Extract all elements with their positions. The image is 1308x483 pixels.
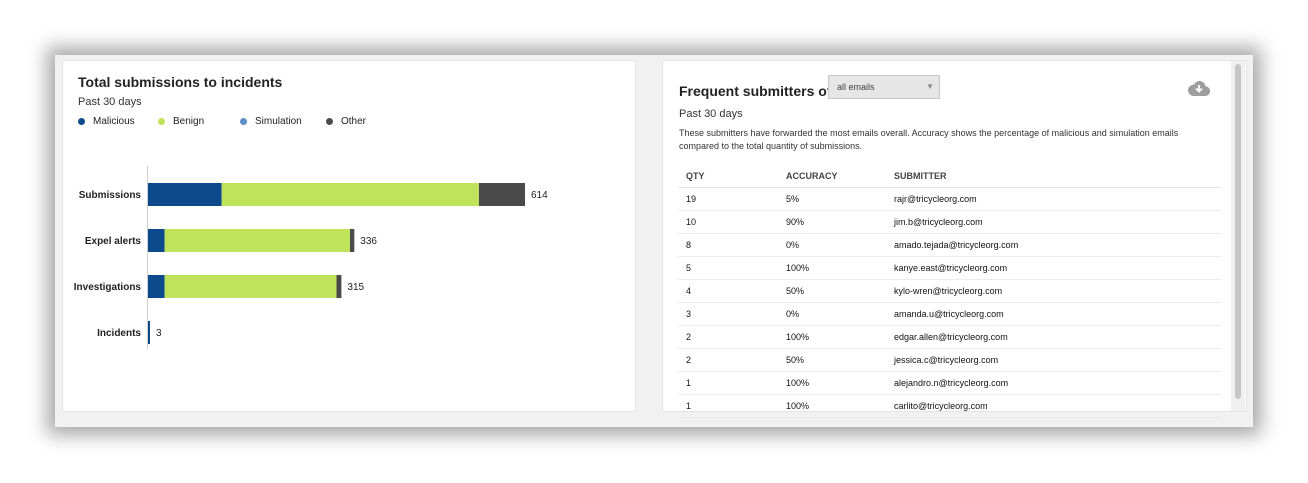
cell-accuracy: 5% (786, 194, 800, 204)
bar-total-label: 614 (531, 190, 548, 201)
table-header: QTY ACCURACY SUBMITTER (678, 165, 1221, 188)
table-row[interactable]: 8 0% amado.tejada@tricycleorg.com (678, 234, 1221, 257)
bar-segment-benign[interactable] (164, 229, 351, 252)
legend-item-benign[interactable]: Benign (158, 116, 240, 127)
cell-submitter: kylo-wren@tricycleorg.com (894, 286, 1003, 296)
bar-segment-malicious[interactable] (148, 321, 150, 344)
legend-dot-icon (326, 118, 333, 125)
legend-label: Benign (173, 116, 205, 127)
cell-submitter: amado.tejada@tricycleorg.com (894, 240, 1019, 250)
email-filter-select[interactable]: all emails ▼ (828, 75, 940, 99)
cell-submitter: edgar.allen@tricycleorg.com (894, 332, 1008, 342)
cell-accuracy: 100% (786, 378, 810, 388)
cell-accuracy: 50% (786, 286, 805, 296)
cell-accuracy: 50% (786, 355, 805, 365)
category-label: Incidents (97, 328, 141, 339)
cell-qty: 10 (686, 217, 697, 227)
bar-segment-malicious[interactable] (148, 229, 165, 252)
cell-accuracy: 90% (786, 217, 805, 227)
bar-segment-other[interactable] (478, 183, 525, 206)
category-label: Expel alerts (85, 236, 142, 247)
cell-qty: 4 (686, 286, 692, 296)
table-row[interactable]: 1 100% alejandro.n@tricycleorg.com (678, 372, 1221, 395)
chart-legend: Malicious Benign Simulation Other (78, 116, 366, 127)
table-row[interactable]: 2 100% edgar.allen@tricycleorg.com (678, 326, 1221, 349)
email-filter-value: all emails (837, 82, 875, 92)
table-row[interactable]: 5 100% kanye.east@tricycleorg.com (678, 257, 1221, 280)
table-row[interactable]: 2 50% jessica.c@tricycleorg.com (678, 349, 1221, 372)
bar-segment-malicious[interactable] (148, 275, 165, 298)
table-row[interactable]: 1 100% carlito@tricycleorg.com (678, 395, 1221, 418)
cell-accuracy: 100% (786, 332, 810, 342)
stacked-bar-chart: Submissions 614 Expel alerts 336 Investigati… (74, 166, 548, 349)
chart-title: Total submissions to incidents (78, 74, 283, 90)
header-submitter[interactable]: SUBMITTER (894, 171, 947, 181)
bar-total-label: 3 (156, 328, 162, 339)
cell-qty: 5 (686, 263, 692, 273)
cloud-download-icon[interactable] (1188, 80, 1210, 96)
cell-submitter: rajr@tricycleorg.com (894, 194, 977, 204)
cell-submitter: amanda.u@tricycleorg.com (894, 309, 1004, 319)
legend-item-simulation[interactable]: Simulation (240, 116, 326, 127)
cell-accuracy: 100% (786, 401, 810, 411)
category-label: Investigations (74, 282, 142, 293)
header-accuracy[interactable]: ACCURACY (786, 171, 838, 181)
table-row[interactable]: 19 5% rajr@tricycleorg.com (678, 188, 1221, 211)
dashboard-frame: Total submissions to incidents Past 30 d… (55, 55, 1253, 427)
cell-accuracy: 0% (786, 240, 800, 250)
cell-submitter: jim.b@tricycleorg.com (894, 217, 983, 227)
cell-qty: 1 (686, 378, 692, 388)
submitters-title: Frequent submitters of (679, 83, 832, 99)
cell-qty: 1 (686, 401, 692, 411)
chart-subtitle: Past 30 days (78, 96, 142, 108)
submitters-subtitle: Past 30 days (679, 108, 743, 120)
legend-item-malicious[interactable]: Malicious (78, 116, 158, 127)
submitters-table: QTY ACCURACY SUBMITTER 19 5% rajr@tricycle… (678, 165, 1221, 418)
bar-segment-benign[interactable] (221, 183, 479, 206)
legend-label: Simulation (255, 116, 302, 127)
legend-label: Other (341, 116, 367, 127)
cell-qty: 19 (686, 194, 697, 204)
frequent-submitters-card: Frequent submitters of all emails ▼ Past… (662, 60, 1247, 418)
table-row[interactable]: 3 0% amanda.u@tricycleorg.com (678, 303, 1221, 326)
submitters-description: These submitters have forwarded the most… (679, 128, 1179, 151)
cell-submitter: kanye.east@tricycleorg.com (894, 263, 1008, 273)
cell-qty: 8 (686, 240, 692, 250)
bar-segment-other[interactable] (350, 229, 355, 252)
header-qty[interactable]: QTY (686, 171, 705, 181)
category-label: Submissions (79, 190, 142, 201)
cell-submitter: alejandro.n@tricycleorg.com (894, 378, 1009, 388)
legend-dot-icon (158, 118, 165, 125)
legend-dot-icon (240, 118, 247, 125)
bar-segment-benign[interactable] (164, 275, 337, 298)
scrollbar-thumb[interactable] (1235, 64, 1241, 399)
table-row[interactable]: 10 90% jim.b@tricycleorg.com (678, 211, 1221, 234)
submissions-chart-card: Total submissions to incidents Past 30 d… (62, 60, 636, 412)
bar-total-label: 336 (360, 236, 377, 247)
legend-label: Malicious (93, 116, 135, 127)
cell-accuracy: 100% (786, 263, 810, 273)
legend-dot-icon (78, 118, 85, 125)
cell-accuracy: 0% (786, 309, 800, 319)
bar-segment-other[interactable] (336, 275, 342, 298)
table-row[interactable]: 4 50% kylo-wren@tricycleorg.com (678, 280, 1221, 303)
bar-total-label: 315 (347, 282, 364, 293)
cell-qty: 2 (686, 355, 692, 365)
cell-submitter: carlito@tricycleorg.com (894, 401, 988, 411)
bar-segment-malicious[interactable] (148, 183, 222, 206)
cell-qty: 3 (686, 309, 692, 319)
legend-item-other[interactable]: Other (326, 116, 366, 127)
chevron-down-icon: ▼ (926, 82, 934, 91)
cell-submitter: jessica.c@tricycleorg.com (894, 355, 999, 365)
table-scrollbar[interactable] (1231, 61, 1245, 411)
cell-qty: 2 (686, 332, 692, 342)
